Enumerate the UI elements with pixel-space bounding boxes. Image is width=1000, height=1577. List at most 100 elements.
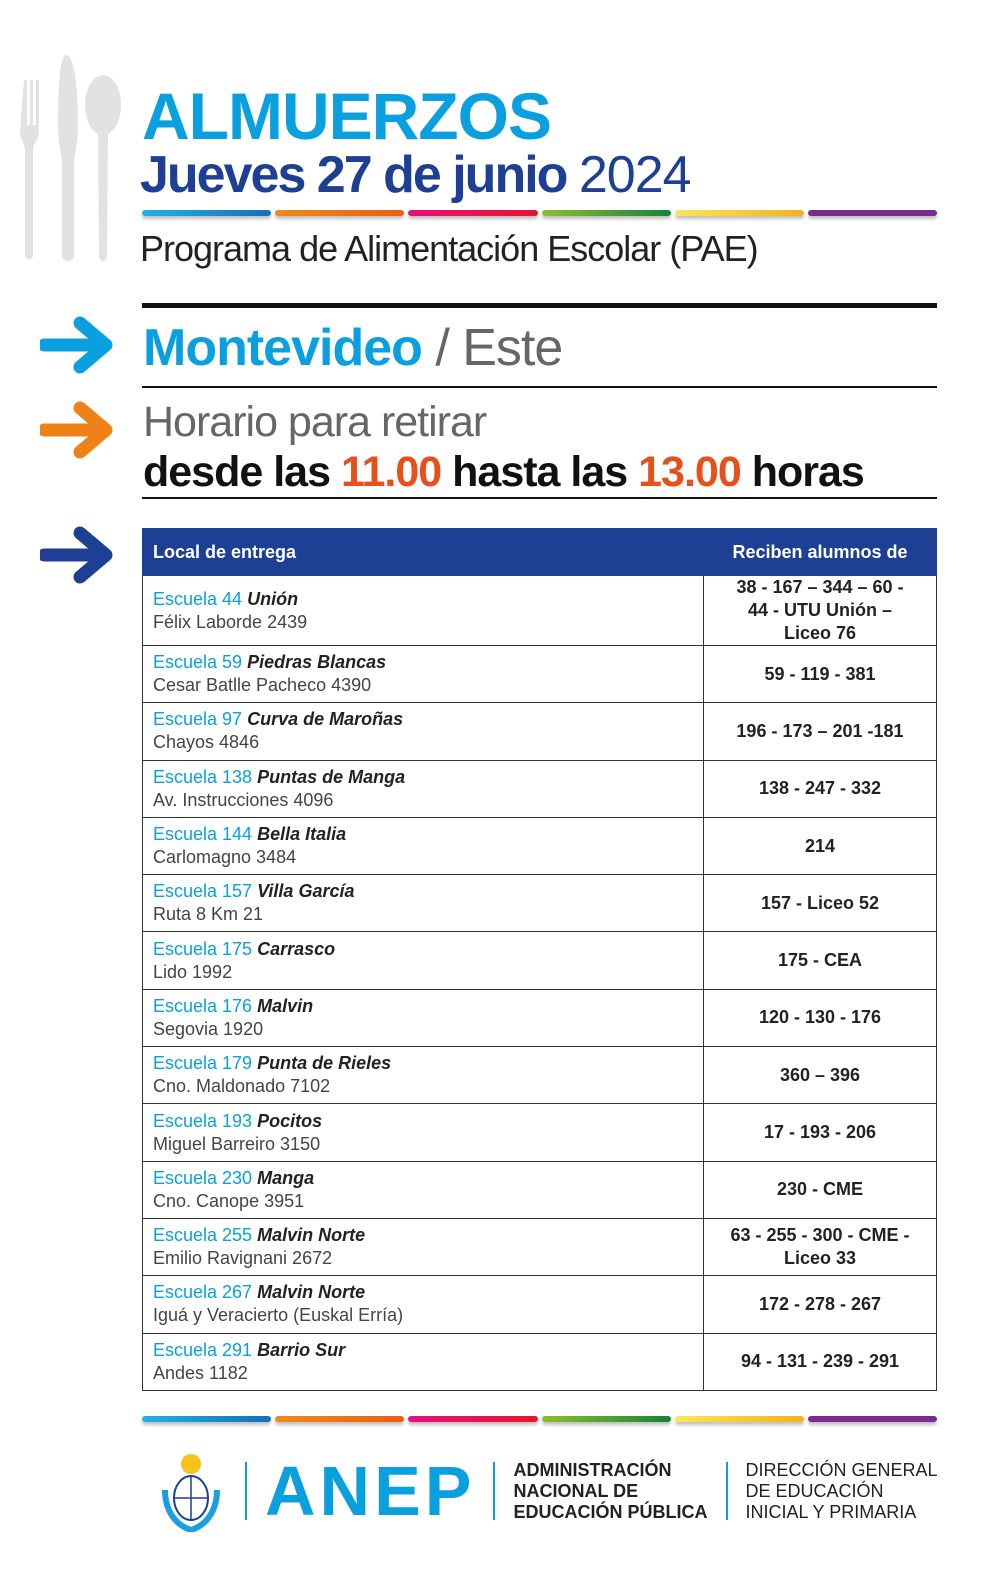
org-name: ADMINISTRACIÓN NACIONAL DE EDUCACIÓN PÚBLI… — [513, 1460, 707, 1523]
separator — [725, 1462, 728, 1520]
page-title: ALMUERZOS — [142, 79, 552, 153]
school-number: Escuela 176 — [153, 995, 253, 1016]
text: desde las — [143, 448, 341, 496]
schedule-label: Horario para retirar — [143, 398, 487, 446]
school-number: Escuela 291 — [153, 1339, 253, 1360]
school-address: Ruta 8 Km 21 — [153, 904, 264, 925]
school-number: Escuela 179 — [153, 1053, 253, 1074]
arrow-right-icon — [40, 401, 113, 459]
year: 2024 — [578, 146, 692, 204]
divider — [142, 303, 937, 308]
school-number: Escuela 44 — [153, 588, 243, 609]
school-number: Escuela 230 — [153, 1167, 253, 1188]
students-cell: 138 - 247 - 332 — [703, 759, 937, 818]
school-address: Miguel Barreiro 3150 — [153, 1133, 321, 1154]
school-name: Malvin Norte — [257, 1225, 366, 1246]
table-row: Escuela 193 Pocitos Miguel Barreiro 3150 1… — [142, 1103, 937, 1162]
table-row: Escuela 255 Malvin Norte Emilio Ravignani… — [142, 1217, 937, 1277]
school-address: Andes 1182 — [153, 1362, 248, 1383]
table-row: Escuela 291 Barrio Sur Andes 1182 94 - 131… — [142, 1332, 937, 1391]
school-address: Emilio Ravignani 2672 — [153, 1248, 333, 1269]
school-name: Unión — [247, 588, 299, 609]
school-address: Lido 1992 — [153, 961, 233, 982]
divider — [142, 386, 937, 388]
school-number: Escuela 267 — [153, 1282, 253, 1303]
location-heading: Montevideo / Este — [143, 318, 563, 378]
school-address: Cno. Maldonado 7102 — [153, 1076, 331, 1097]
school-name: Punta de Rieles — [257, 1053, 392, 1074]
column-header-location: Local de entrega — [142, 528, 704, 576]
students-cell: 175 - CEA — [703, 931, 937, 990]
table-row: Escuela 59 Piedras Blancas Cesar Batlle P… — [142, 644, 937, 704]
school-number: Escuela 97 — [153, 709, 243, 730]
column-header-students: Reciben alumnos de — [703, 528, 937, 576]
separator — [493, 1462, 496, 1520]
location-cell: Escuela 144 Bella Italia Carlomagno 3484 — [142, 816, 704, 876]
dept-name: DIRECCIÓN GENERAL DE EDUCACIÓN INICIAL Y P… — [746, 1460, 938, 1523]
school-name: Manga — [257, 1167, 315, 1188]
location-cell: Escuela 267 Malvin Norte Iguá y Veraciert… — [142, 1275, 704, 1334]
school-address: Chayos 4846 — [153, 732, 260, 753]
school-number: Escuela 59 — [153, 652, 243, 673]
arrow-right-icon — [40, 316, 113, 374]
schedule-hours: desde las 11.00 hasta las 13.00 horas — [143, 448, 865, 497]
date-heading: Jueves 27 de junio 2024 — [140, 145, 692, 205]
cutlery-icon — [20, 55, 121, 261]
location-cell: Escuela 230 Manga Cno. Canope 3951 — [142, 1160, 704, 1219]
school-address: Carlomagno 3484 — [153, 847, 297, 868]
school-name: Barrio Sur — [257, 1339, 346, 1360]
city: Montevideo — [143, 319, 423, 377]
school-address: Av. Instrucciones 4096 — [153, 789, 334, 810]
table-row: Escuela 138 Puntas de Manga Av. Instrucci… — [142, 759, 937, 818]
text: EDUCACIÓN PÚBLICA — [513, 1501, 708, 1522]
color-stripe-bottom — [142, 1416, 938, 1422]
school-name: Malvin Norte — [257, 1282, 366, 1303]
students-cell: 172 - 278 - 267 — [703, 1275, 937, 1334]
school-address: Cno. Canope 3951 — [153, 1190, 305, 1211]
location-cell: Escuela 193 Pocitos Miguel Barreiro 3150 — [142, 1103, 704, 1162]
school-number: Escuela 138 — [153, 766, 253, 787]
students-cell: 157 - Liceo 52 — [703, 874, 937, 933]
separator — [245, 1462, 247, 1520]
text: DE EDUCACIÓN — [745, 1480, 884, 1501]
students-cell: 196 - 173 – 201 -181 — [703, 702, 937, 761]
program-name: Programa de Alimentación Escolar (PAE) — [140, 228, 759, 269]
location-cell: Escuela 175 Carrasco Lido 1992 — [142, 931, 704, 990]
school-name: Piedras Blancas — [247, 652, 387, 673]
footer: ANEP ADMINISTRACIÓN NACIONAL DE EDUCACIÓN … — [155, 1450, 956, 1532]
school-name: Pocitos — [257, 1110, 323, 1131]
school-number: Escuela 193 — [153, 1110, 253, 1131]
table-row: Escuela 176 Malvin Segovia 1920 120 - 130 … — [142, 988, 937, 1048]
text: INICIAL Y PRIMARIA — [745, 1501, 917, 1522]
school-name: Villa García — [257, 881, 355, 902]
zone: Este — [462, 319, 563, 377]
school-number: Escuela 144 — [153, 824, 253, 845]
coat-of-arms-icon — [162, 1454, 220, 1532]
text: DIRECCIÓN GENERAL — [745, 1459, 938, 1480]
school-name: Bella Italia — [257, 824, 347, 845]
location-cell: Escuela 59 Piedras Blancas Cesar Batlle P… — [142, 644, 704, 704]
location-cell: Escuela 179 Punta de Rieles Cno. Maldonad… — [142, 1046, 704, 1105]
school-name: Carrasco — [257, 938, 336, 959]
divider — [142, 497, 937, 499]
school-address: Iguá y Veracierto (Euskal Erría) — [153, 1305, 404, 1326]
school-number: Escuela 175 — [153, 938, 253, 959]
school-name: Malvin — [257, 995, 314, 1016]
delivery-table: Local de entrega Reciben alumnos de Escu… — [142, 528, 937, 1391]
location-cell: Escuela 97 Curva de Maroñas Chayos 4846 — [142, 702, 704, 761]
table-row: Escuela 97 Curva de Maroñas Chayos 4846 19… — [142, 702, 937, 761]
end-time: 13.00 — [638, 448, 742, 496]
text: ADMINISTRACIÓN — [513, 1459, 672, 1480]
school-name: Curva de Maroñas — [247, 709, 404, 730]
date-text: Jueves 27 de junio — [140, 146, 568, 204]
text: horas — [740, 448, 865, 496]
school-name: Puntas de Manga — [257, 766, 406, 787]
table-row: Escuela 44 Unión Félix Laborde 2439 38 - 1… — [142, 575, 937, 646]
students-cell: 360 – 396 — [703, 1046, 937, 1105]
text: NACIONAL DE — [513, 1480, 639, 1501]
color-stripe-top — [142, 210, 938, 216]
table-row: Escuela 175 Carrasco Lido 1992 175 - CEA — [142, 931, 937, 990]
anep-logo: ANEP — [265, 1452, 476, 1530]
school-address: Félix Laborde 2439 — [153, 611, 308, 632]
table-row: Escuela 230 Manga Cno. Canope 3951 230 - C… — [142, 1160, 937, 1219]
